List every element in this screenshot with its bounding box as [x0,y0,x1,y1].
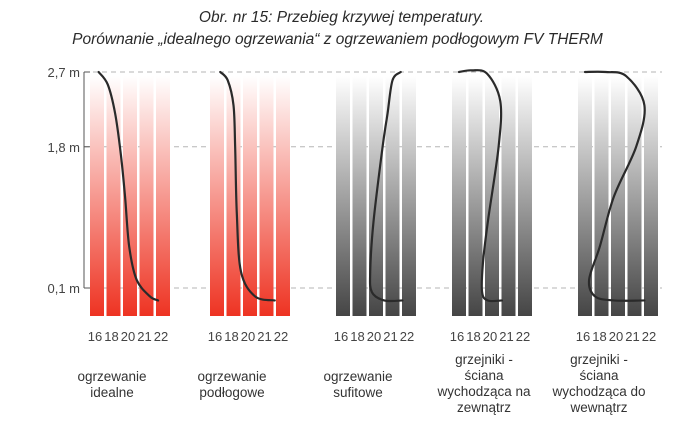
panel-label: ogrzewanie podłogowe [197,369,267,400]
temperature-stripe [501,76,516,316]
temperature-stripe [210,76,224,316]
x-tick-label: 21 [137,329,151,344]
y-tick-label: 2,7 m [47,65,80,80]
x-tick-label: 18 [224,329,238,344]
panel: 16 18 20 21 22 [88,70,170,344]
panel-label: grzejniki - ściana wychodząca do wewnątr… [552,352,646,415]
x-tick-label: 22 [274,329,288,344]
temperature-stripe [578,76,592,316]
temperature-stripe [452,76,466,316]
x-tick-label: 22 [400,329,414,344]
temperature-stripe [644,76,658,316]
temperature-stripe [518,76,532,316]
temperature-stripe [259,76,274,316]
panel: 16 18 20 21 22 [450,69,532,344]
temperature-stripe [123,76,137,316]
temperature-stripe [385,76,400,316]
x-tick-label: 21 [499,329,513,344]
x-tick-label: 18 [104,329,118,344]
temperature-stripe [627,76,642,316]
temperature-curve [368,70,404,303]
temperature-stripe [336,76,350,316]
x-tick-label: 16 [450,329,464,344]
temperature-stripe [139,76,154,316]
temperature-stripe [276,76,290,316]
x-tick-label: 22 [154,329,168,344]
x-tick-label: 20 [483,329,497,344]
x-tick-label: 18 [592,329,606,344]
x-tick-label: 21 [257,329,271,344]
x-tick-label: 16 [208,329,222,344]
x-tick-label: 21 [383,329,397,344]
chart-title: Obr. nr 15: Przebieg krzywej temperatury… [198,9,485,26]
panel: 16 18 20 21 22 [334,70,416,344]
temperature-stripe [352,76,367,316]
x-tick-label: 22 [516,329,530,344]
temperature-stripe [243,76,257,316]
temperature-stripe [402,76,416,316]
y-tick-label: 1,8 m [47,140,80,155]
temperature-stripe [226,76,241,316]
chart-subtitle: Porównanie „idealnego ogrzewania“ z ogrz… [72,31,603,48]
y-tick-label: 0,1 m [47,281,80,296]
temperature-stripe [468,76,483,316]
x-tick-label: 20 [367,329,381,344]
x-tick-label: 16 [88,329,102,344]
temperature-curve [583,70,646,302]
x-tick-label: 21 [625,329,639,344]
temperature-stripe [90,76,104,316]
panel: 16 18 20 21 22 [208,70,290,344]
x-tick-label: 20 [121,329,135,344]
panel-label: grzejniki - ściana wychodząca na zewnątr… [437,352,531,415]
x-tick-label: 20 [241,329,255,344]
panel-label: ogrzewanie sufitowe [323,369,393,400]
temperature-stripe [106,76,121,316]
x-tick-label: 16 [334,329,348,344]
x-tick-label: 20 [609,329,623,344]
x-tick-label: 16 [576,329,590,344]
x-tick-label: 22 [642,329,656,344]
temperature-curve [219,70,276,302]
panel: 16 18 20 21 22 [576,70,658,344]
temperature-stripe [611,76,625,316]
temperature-stripe [594,76,609,316]
temperature-curve [97,70,160,302]
x-tick-label: 18 [350,329,364,344]
x-tick-label: 18 [466,329,480,344]
temperature-curve [457,69,503,303]
panel-label: ogrzewanie idealne [77,369,147,400]
temperature-stripe [156,76,170,316]
